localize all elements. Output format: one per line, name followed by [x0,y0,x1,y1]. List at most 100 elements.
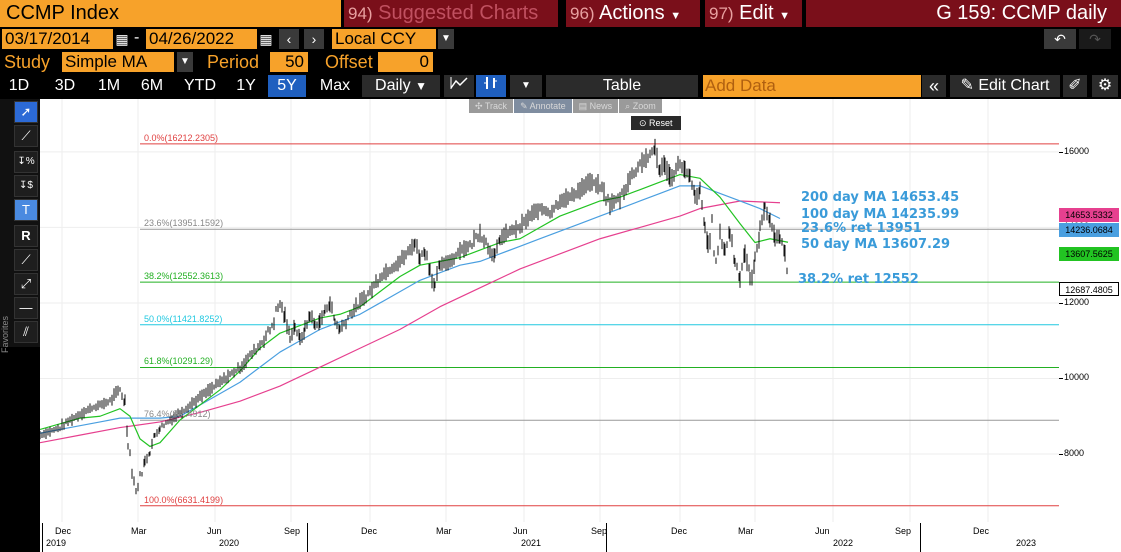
news-icon: ▤ [578,101,590,111]
redo-icon[interactable]: ↷ [1079,29,1111,49]
last-value-box: 14653.5332 [1059,208,1119,222]
edit-label: Edit [739,2,774,24]
calendar-icon[interactable]: ▦ [258,29,274,49]
top-bar: CCMP Index 94) Suggested Charts 96) Acti… [0,0,1121,27]
track-button[interactable]: ✣ Track [469,99,514,113]
edit-chart-label: Edit Chart [978,77,1050,94]
price-chart[interactable] [40,99,1059,522]
fib-level-label: 23.6%(13951.1592) [144,218,224,229]
zoom-icon: ⌕ [625,101,633,111]
fib-level-label: 61.8%(10291.29) [144,356,214,367]
ticker-field[interactable]: CCMP Index [0,0,341,27]
chart-plot-area[interactable] [40,99,1059,522]
left-toolbar: ➚ ⟋ ↧% ↧$ T R ⟋ ⤢ — ⫽ Favorites [0,99,40,353]
currency-select[interactable]: Local CCY [332,29,436,49]
range-1d[interactable]: 1D [8,77,30,94]
y-tick [1059,302,1063,304]
ma50-line [40,173,789,448]
chevron-right-icon[interactable]: › [304,29,324,49]
range-3d[interactable]: 3D [54,77,76,94]
track-label: Track [484,101,508,111]
suggested-charts-label: Suggested Charts [378,2,539,24]
chevron-down-icon: ▼ [415,79,427,93]
track-icon: ✣ [475,101,485,111]
actions-label: Actions [599,2,665,24]
study-select[interactable]: Simple MA [62,52,174,72]
last-value-box: 13607.5625 [1059,247,1119,261]
range-1y[interactable]: 1Y [236,77,256,94]
calendar-icon[interactable]: ▦ [114,29,130,49]
suggested-charts-button[interactable]: 94) Suggested Charts [344,0,558,27]
annotate-button[interactable]: ✎ Annotate [514,99,572,113]
range-ytd[interactable]: YTD [184,77,216,94]
gear-icon[interactable]: ⚙ [1092,75,1118,97]
reset-label: Reset [649,118,673,128]
annotation-ma50[interactable]: 50 day MA 13607.29 [801,237,951,252]
chevron-left-icon[interactable]: ‹ [279,29,299,49]
reset-icon: ⊙ [639,118,650,128]
end-date-field[interactable]: 04/26/2022 [146,29,257,49]
x-tick-label: Dec [973,526,990,536]
x-year-label: 2019 [46,538,67,548]
annotate-icon: ✎ [520,101,530,111]
edit-chart-button[interactable]: ✎ Edit Chart [950,75,1060,97]
text-tool-icon[interactable]: T [14,199,38,221]
frequency-select[interactable]: Daily ▼ [362,75,440,97]
chevron-down-icon[interactable]: ▼ [510,75,542,97]
year-divider [920,523,921,552]
line-chart-icon[interactable] [444,75,474,97]
y-axis [1059,99,1121,522]
study-row: Study Simple MA ▼ Period 50 Offset 0 [0,51,1121,73]
fib-level-label: 38.2%(12552.3613) [144,271,224,282]
bar-chart-icon[interactable] [476,75,506,97]
trendline-tool-icon[interactable]: ⟋ [14,249,38,271]
pointer-tool-icon[interactable]: ➚ [14,101,38,123]
undo-icon[interactable]: ↶ [1044,29,1076,49]
actions-number: 96) [570,4,595,23]
table-button[interactable]: Table [546,75,698,97]
annotation-ma100[interactable]: 100 day MA 14235.99 [801,207,960,222]
annotation-ret236[interactable]: 23.6% ret 13951 [801,221,922,236]
range-6m[interactable]: 6M [140,77,164,94]
period-field[interactable]: 50 [270,52,308,72]
chevron-down-icon: ▼ [670,10,682,22]
year-divider [606,523,607,552]
collapse-icon[interactable]: « [922,75,946,97]
chart-edit-icon[interactable]: ✐ [1063,75,1087,97]
reset-button[interactable]: ⊙ Reset [631,116,681,130]
x-tick-label: Dec [361,526,378,536]
annotation-ma200[interactable]: 200 day MA 14653.45 [801,190,960,205]
x-year-label: 2020 [219,538,240,548]
x-axis [40,522,1121,552]
range-5y[interactable]: 5Y [268,75,306,97]
offset-label: Offset [325,52,373,72]
edit-button[interactable]: 97) Edit ▼ [705,0,802,27]
news-button[interactable]: ▤ News [572,99,619,113]
ma200-line [40,200,781,444]
offset-field[interactable]: 0 [378,52,433,72]
range-1m[interactable]: 1M [97,77,121,94]
channel-tool-icon[interactable]: ⫽ [14,321,38,343]
horizontal-line-icon[interactable]: — [14,297,38,319]
retracement-tool-icon[interactable]: R [14,225,38,247]
range-row: 1D 3D 1M 6M YTD 1Y 5Y Max Daily ▼ ▼ Tabl… [0,73,1121,99]
range-max[interactable]: Max [319,77,351,94]
add-data-input[interactable]: Add Data [703,75,921,97]
x-tick-label: Jun [207,526,222,536]
ray-tool-icon[interactable]: ⤢ [14,273,38,295]
y-tick-label: 16000 [1064,145,1090,156]
start-date-field[interactable]: 03/17/2014 [2,29,113,49]
chevron-down-icon[interactable]: ▼ [438,29,454,49]
draw-line-icon[interactable]: ⟋ [14,125,38,147]
percent-tool-icon[interactable]: ↧% [14,151,38,173]
actions-button[interactable]: 96) Actions ▼ [566,0,700,27]
dollar-tool-icon[interactable]: ↧$ [14,175,38,197]
last-value-box: 12687.4805 [1059,282,1119,296]
y-tick-label: 12000 [1064,296,1090,307]
period-label: Period [207,52,260,72]
annotation-ret382[interactable]: 38.2% ret 12552 [798,272,919,287]
zoom-button[interactable]: ⌕ Zoom [619,99,662,113]
x-year-label: 2021 [521,538,542,548]
fib-level-label: 50.0%(11421.8252) [144,313,223,324]
chevron-down-icon[interactable]: ▼ [177,52,193,72]
